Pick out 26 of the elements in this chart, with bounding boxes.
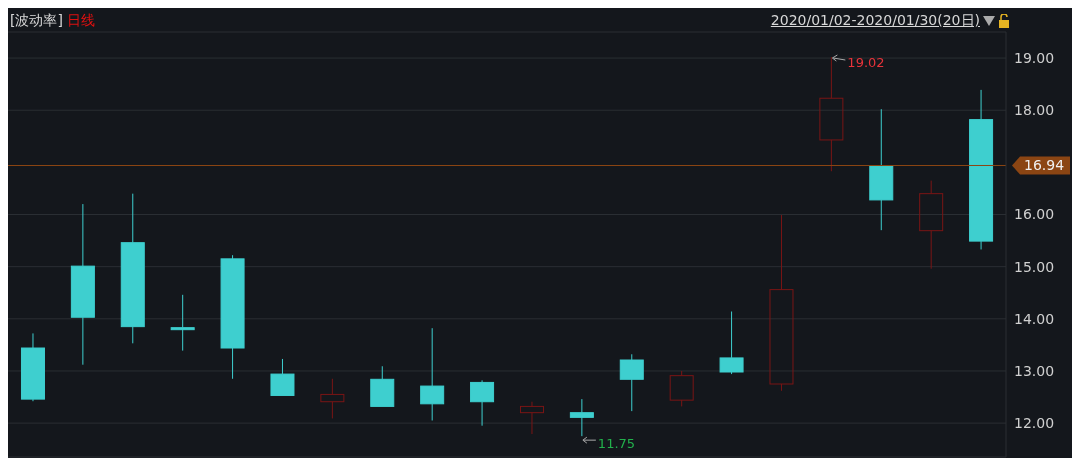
candlestick: [569, 398, 594, 437]
y-tick-label: 14.00: [1014, 310, 1055, 327]
candlestick: [320, 378, 345, 419]
y-tick-label: 18.00: [1014, 102, 1055, 119]
annotation: 11.75: [597, 436, 636, 452]
candlestick: [20, 332, 45, 402]
y-tick-label: 12.00: [1014, 415, 1055, 432]
candlestick: [70, 203, 95, 366]
candlestick: [170, 294, 195, 352]
y-tick-label: 16.00: [1014, 206, 1055, 223]
candlestick: [969, 89, 994, 250]
chart-title: [波动率]: [10, 12, 63, 28]
candlestick: [120, 193, 145, 344]
candlestick: [519, 401, 544, 435]
y-tick-label: 13.00: [1014, 362, 1055, 379]
annotation: 19.02: [847, 55, 885, 71]
ref-line-label: 16.94: [1024, 157, 1065, 174]
y-tick-label: 15.00: [1014, 258, 1055, 275]
candlestick: [919, 180, 944, 270]
candlestick: [420, 327, 445, 421]
candlestick: [869, 108, 894, 231]
y-tick-label: 19.00: [1014, 50, 1055, 67]
text: 2020/01/02-2020/01/30(20日): [770, 12, 980, 30]
candlestick: [470, 379, 495, 427]
candlestick: [819, 56, 844, 172]
chart-subtitle: 日线: [67, 12, 96, 28]
